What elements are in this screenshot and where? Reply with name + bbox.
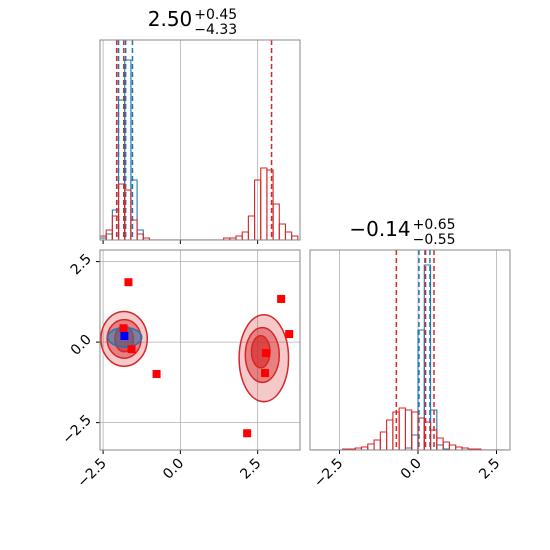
title-upper: +0.45 [194, 7, 237, 23]
histogram-bin [448, 444, 457, 450]
point [243, 429, 252, 438]
x-tick-label: 2.5 [237, 456, 264, 483]
histogram-bin [241, 231, 249, 240]
x-tick-label: −2.5 [75, 456, 110, 491]
point [261, 349, 270, 358]
histogram-bin [105, 233, 113, 240]
histogram-bin [111, 209, 120, 240]
histogram-bin [284, 231, 293, 240]
histogram-bin [436, 444, 444, 450]
histogram-bin [367, 443, 375, 450]
histogram-bin [411, 434, 419, 450]
point [152, 369, 161, 378]
title-value: 2.50 [148, 7, 193, 31]
point [119, 324, 128, 333]
histogram-bin [111, 215, 120, 240]
histogram-bin [142, 237, 151, 240]
plot-area [100, 40, 299, 240]
plot-area [100, 250, 300, 450]
histogram-bin [260, 167, 268, 240]
point [277, 294, 286, 303]
panel-frame [309, 249, 511, 451]
title-upper: +0.65 [413, 217, 456, 233]
y-tick-label: 0.0 [68, 332, 95, 359]
panel-frame [99, 249, 301, 451]
x-tick-label: 2.5 [476, 456, 503, 483]
histogram-bin [247, 215, 256, 240]
histogram-bin [136, 233, 144, 240]
histogram-bin [105, 229, 113, 240]
histogram-bin [124, 189, 132, 240]
histogram-bin [235, 235, 243, 240]
title-lower: −4.33 [194, 22, 237, 38]
y-tick-label: 2.5 [68, 251, 95, 278]
x-tick-label: 0.0 [398, 456, 425, 483]
histogram-bin [278, 223, 287, 240]
histogram-bin [398, 407, 406, 450]
histogram-bin [436, 437, 444, 450]
histogram-bin [124, 59, 132, 240]
contour [250, 334, 271, 369]
histogram-bin [411, 411, 419, 450]
histogram-bin [130, 219, 138, 240]
histogram-bin [291, 235, 299, 240]
histogram-bin [272, 203, 280, 240]
histogram-bin [386, 419, 394, 450]
title-lower: −0.55 [413, 232, 456, 248]
histogram-bin [373, 439, 381, 450]
x-tick-label: −2.5 [311, 456, 346, 491]
y-tick-label: −2.5 [59, 412, 94, 447]
point [127, 345, 136, 354]
x-tick-label: 0.0 [160, 456, 187, 483]
title-value: −0.14 [349, 217, 410, 241]
histogram-bin [136, 229, 144, 240]
histogram-bin [379, 431, 388, 450]
histogram-bin [404, 409, 413, 450]
point [285, 330, 294, 339]
plot-area [311, 250, 506, 450]
point [261, 369, 270, 378]
point [120, 331, 129, 340]
point [124, 278, 133, 287]
panel-frame [99, 39, 301, 241]
